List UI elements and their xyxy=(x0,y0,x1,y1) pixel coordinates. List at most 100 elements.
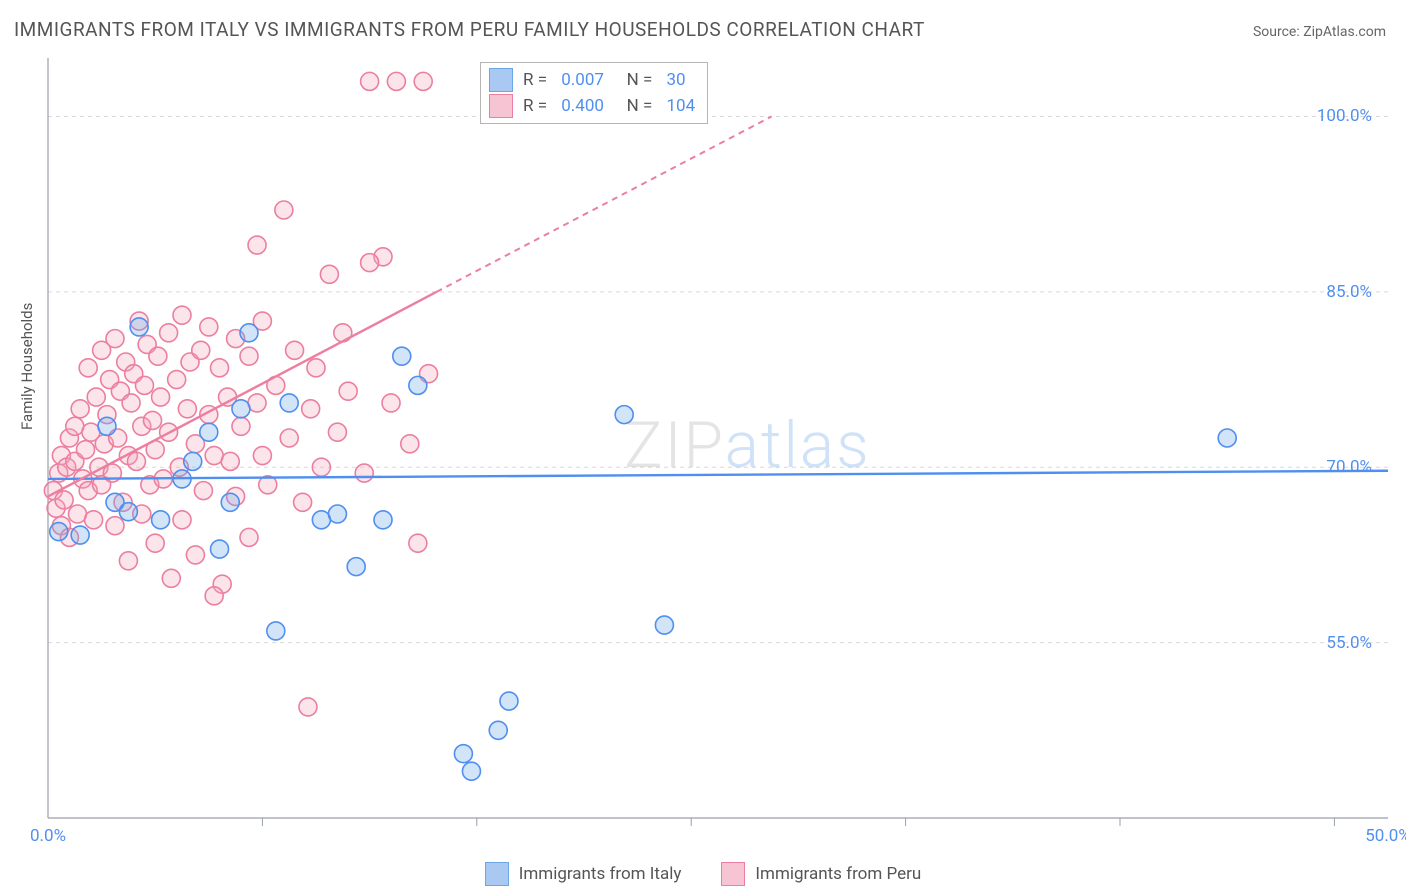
data-point xyxy=(328,423,346,441)
data-point xyxy=(87,388,105,406)
data-point xyxy=(320,265,338,283)
n-label: N = xyxy=(614,67,657,93)
data-point xyxy=(374,511,392,529)
data-point xyxy=(280,394,298,412)
data-point xyxy=(328,505,346,523)
data-point xyxy=(173,511,191,529)
data-point xyxy=(152,388,170,406)
data-point xyxy=(339,382,357,400)
legend-swatch xyxy=(489,68,513,92)
data-point xyxy=(106,517,124,535)
data-point xyxy=(71,400,89,418)
data-point xyxy=(221,452,239,470)
data-point xyxy=(160,324,178,342)
data-point xyxy=(135,376,153,394)
data-point xyxy=(240,347,258,365)
data-point xyxy=(146,534,164,552)
data-point xyxy=(489,721,507,739)
data-point xyxy=(240,324,258,342)
data-point xyxy=(173,306,191,324)
data-point xyxy=(393,347,411,365)
data-point xyxy=(205,587,223,605)
data-point xyxy=(186,546,204,564)
data-point xyxy=(79,359,97,377)
r-value: 0.007 xyxy=(561,67,604,93)
data-point xyxy=(178,400,196,418)
chart-title: IMMIGRANTS FROM ITALY VS IMMIGRANTS FROM… xyxy=(14,18,925,41)
data-point xyxy=(184,452,202,470)
n-label: N = xyxy=(614,93,657,119)
data-point xyxy=(299,698,317,716)
data-point xyxy=(106,330,124,348)
y-tick-label: 100.0% xyxy=(1317,106,1372,126)
n-value: 30 xyxy=(667,67,686,93)
data-point xyxy=(211,540,229,558)
data-point xyxy=(152,511,170,529)
data-point xyxy=(655,616,673,634)
data-point xyxy=(55,491,73,509)
data-point xyxy=(500,692,518,710)
regression-line-extended xyxy=(437,116,772,291)
x-tick-label: 0.0% xyxy=(30,826,66,846)
data-point xyxy=(85,511,103,529)
data-point xyxy=(200,318,218,336)
data-point xyxy=(267,622,285,640)
data-point xyxy=(144,411,162,429)
data-point xyxy=(361,72,379,90)
y-tick-label: 55.0% xyxy=(1326,633,1372,653)
correlation-scatter-chart: ZIPatlas R = 0.007 N = 30R = 0.400 N = 1… xyxy=(48,58,1388,818)
data-point xyxy=(232,417,250,435)
data-point xyxy=(98,417,116,435)
legend-item: Immigrants from Italy xyxy=(485,862,682,886)
data-point xyxy=(1218,429,1236,447)
source-label: Source: xyxy=(1253,24,1303,40)
legend-swatch xyxy=(721,862,745,886)
data-point xyxy=(127,452,145,470)
r-label: R = xyxy=(523,93,551,119)
n-value: 104 xyxy=(667,93,696,119)
data-point xyxy=(454,745,472,763)
regression-line xyxy=(48,471,1388,479)
y-tick-label: 70.0% xyxy=(1326,457,1372,477)
data-point xyxy=(294,493,312,511)
data-point xyxy=(221,493,239,511)
series-legend: Immigrants from Italy Immigrants from Per… xyxy=(0,862,1406,886)
r-label: R = xyxy=(523,67,551,93)
data-point xyxy=(77,441,95,459)
y-tick-label: 85.0% xyxy=(1326,282,1372,302)
data-point xyxy=(122,394,140,412)
data-point xyxy=(168,371,186,389)
data-point xyxy=(615,406,633,424)
data-point xyxy=(347,558,365,576)
correlation-legend-box: R = 0.007 N = 30R = 0.400 N = 104 xyxy=(480,62,708,124)
chart-source: Source: ZipAtlas.com xyxy=(1253,24,1386,40)
source-value: ZipAtlas.com xyxy=(1303,24,1386,40)
data-point xyxy=(286,341,304,359)
data-point xyxy=(149,347,167,365)
legend-item: Immigrants from Peru xyxy=(721,862,921,886)
data-point xyxy=(248,236,266,254)
correlation-row: R = 0.400 N = 104 xyxy=(489,93,695,119)
data-point xyxy=(232,400,250,418)
data-point xyxy=(302,400,320,418)
data-point xyxy=(382,394,400,412)
legend-swatch xyxy=(485,862,509,886)
x-tick-label: 50.0% xyxy=(1365,826,1406,846)
data-point xyxy=(130,318,148,336)
regression-line xyxy=(48,292,437,497)
correlation-row: R = 0.007 N = 30 xyxy=(489,67,695,93)
data-point xyxy=(71,526,89,544)
data-point xyxy=(387,72,405,90)
legend-label: Immigrants from Italy xyxy=(519,864,682,884)
data-point xyxy=(361,254,379,272)
data-point xyxy=(200,423,218,441)
data-point xyxy=(401,435,419,453)
data-point xyxy=(462,762,480,780)
data-point xyxy=(240,528,258,546)
data-point xyxy=(280,429,298,447)
data-point xyxy=(409,376,427,394)
data-point xyxy=(409,534,427,552)
data-point xyxy=(119,503,137,521)
data-point xyxy=(275,201,293,219)
data-point xyxy=(414,72,432,90)
